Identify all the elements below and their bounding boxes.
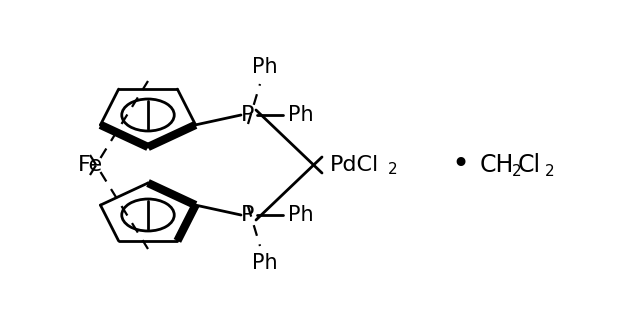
Text: 2: 2 xyxy=(388,162,397,178)
Text: •: • xyxy=(451,150,469,180)
Text: P: P xyxy=(241,105,255,125)
Text: Fe: Fe xyxy=(77,155,102,175)
Text: P: P xyxy=(241,205,255,225)
Text: 2: 2 xyxy=(545,163,555,179)
Text: CH: CH xyxy=(480,153,515,177)
Text: Cl: Cl xyxy=(518,153,541,177)
Text: PdCl: PdCl xyxy=(330,155,380,175)
Text: Ph: Ph xyxy=(288,205,314,225)
Text: 2: 2 xyxy=(512,163,522,179)
Text: Ph: Ph xyxy=(252,57,278,77)
Text: Ph: Ph xyxy=(252,253,278,273)
Text: Ph: Ph xyxy=(288,105,314,125)
